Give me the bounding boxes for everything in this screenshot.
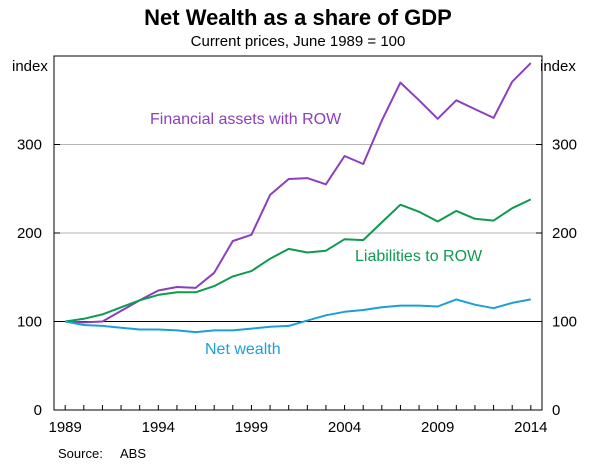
x-tick-label: 2014 (514, 419, 547, 436)
series-label: Financial assets with ROW (150, 111, 342, 128)
gridlines (54, 144, 542, 322)
series-label: Liabilities to ROW (355, 248, 483, 265)
series-labels: Financial assets with ROW Liabilities to … (150, 111, 483, 358)
chart-title: Net Wealth as a share of GDP (144, 5, 452, 30)
source-value: ABS (120, 446, 146, 461)
series-line-financial-assets-with-row (65, 62, 532, 324)
y-tick-label-left: 100 (17, 314, 42, 331)
y-tick-label-right: 100 (552, 314, 577, 331)
y-tick-label-left: 300 (17, 137, 42, 154)
y-tick-label-right: 0 (552, 402, 560, 419)
right-axis-unit: index (540, 58, 576, 75)
series-label: Net wealth (205, 341, 281, 358)
left-axis-unit: index (12, 58, 48, 75)
y-tick-label-left: 200 (17, 225, 42, 242)
chart-subtitle: Current prices, June 1989 = 100 (191, 33, 406, 50)
axis-ticks: 0 0 100 100 200 200 300 300 1989 1994 1999 2004 2009… (17, 137, 577, 437)
x-tick-label: 2004 (328, 419, 361, 436)
y-tick-label-left: 0 (34, 402, 42, 419)
x-tick-label: 1989 (48, 419, 81, 436)
series-line-net-wealth (65, 298, 531, 334)
series-lines (65, 62, 532, 334)
y-tick-label-right: 300 (552, 137, 577, 154)
series-line-liabilities-to-row (65, 198, 532, 323)
x-tick-label: 1994 (142, 419, 175, 436)
y-tick-label-right: 200 (552, 225, 577, 242)
x-tick-label: 2009 (421, 419, 454, 436)
x-tick-label: 1999 (235, 419, 268, 436)
source-label: Source: (58, 446, 103, 461)
